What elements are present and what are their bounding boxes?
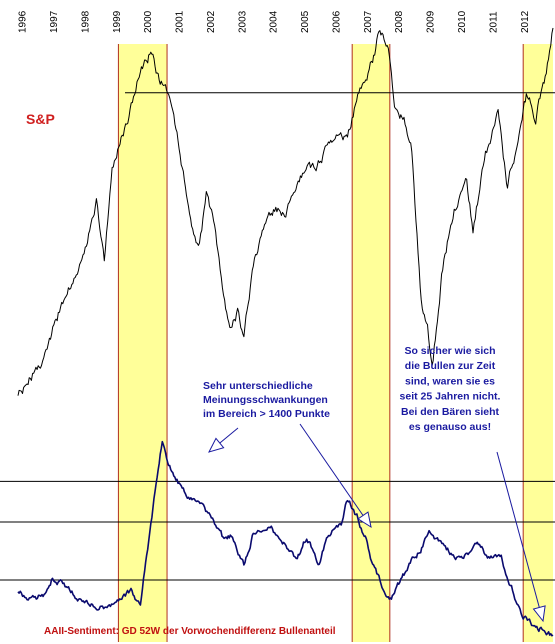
arrow-to-2007-region-shaft: [299, 423, 372, 528]
highlight-band-2: [352, 44, 390, 642]
annotation-arrows: [208, 423, 546, 623]
year-label-2012: 2012: [520, 10, 531, 33]
year-label-2007: 2007: [363, 10, 374, 33]
year-label-2008: 2008: [394, 10, 405, 33]
annotation-right-line-4: seit 25 Jahren nicht.: [400, 391, 501, 403]
series-lines: [17, 27, 554, 637]
year-label-1997: 1997: [49, 10, 60, 33]
annotation-middle-line-3: im Bereich > 1400 Punkte: [203, 408, 330, 420]
year-label-1998: 1998: [80, 10, 91, 33]
year-label-2005: 2005: [300, 10, 311, 33]
year-label-2003: 2003: [237, 10, 248, 33]
arrow-to-2012-low-head: [532, 605, 546, 623]
annotation-middle-line-1: Sehr unterschiedliche: [203, 380, 313, 392]
year-label-2011: 2011: [488, 11, 499, 33]
annotation-middle: Sehr unterschiedliche Meinungsschwankunge…: [203, 380, 330, 420]
highlight-band-1: [118, 44, 168, 642]
annotation-right-line-2: die Bullen zur Zeit: [405, 360, 496, 372]
annotation-middle-line-2: Meinungsschwankungen: [203, 394, 328, 406]
year-label-2002: 2002: [206, 10, 217, 33]
year-label-2009: 2009: [426, 10, 437, 33]
annotation-right-line-1: So sicher wie sich: [404, 345, 495, 357]
year-label-2006: 2006: [331, 10, 342, 33]
sentiment-caption: AAII-Sentiment: GD 52W der Vorwochendiff…: [44, 626, 336, 637]
year-labels: 1996 1997 1998 1999 2000 2001 2002 2003 2004 2005…: [18, 10, 531, 33]
year-label-2004: 2004: [269, 10, 280, 33]
sp-series-line: [17, 27, 554, 396]
annotation-right: So sicher wie sich die Bullen zur Zeit sin…: [400, 345, 501, 433]
sp-series-label: S&P: [26, 111, 55, 127]
year-label-1996: 1996: [18, 10, 29, 33]
year-label-2000: 2000: [143, 10, 154, 33]
year-label-2010: 2010: [457, 10, 468, 33]
arrow-to-2000-peak-head: [208, 437, 225, 453]
sentiment-series-line: [17, 440, 554, 637]
annotation-right-line-3: sind, waren sie es: [405, 375, 495, 387]
annotation-right-line-5: Bei den Bären sieht: [401, 406, 500, 418]
arrow-to-2012-low-shaft: [496, 451, 544, 622]
annotation-right-line-6: es genauso aus!: [409, 421, 491, 433]
reference-lines: [0, 92, 555, 581]
year-label-1999: 1999: [112, 10, 123, 33]
arrow-to-2007-region-head: [357, 511, 372, 529]
highlight-periods: [117, 44, 553, 642]
year-label-2001: 2001: [175, 10, 186, 33]
highlight-band-3: [523, 44, 553, 642]
